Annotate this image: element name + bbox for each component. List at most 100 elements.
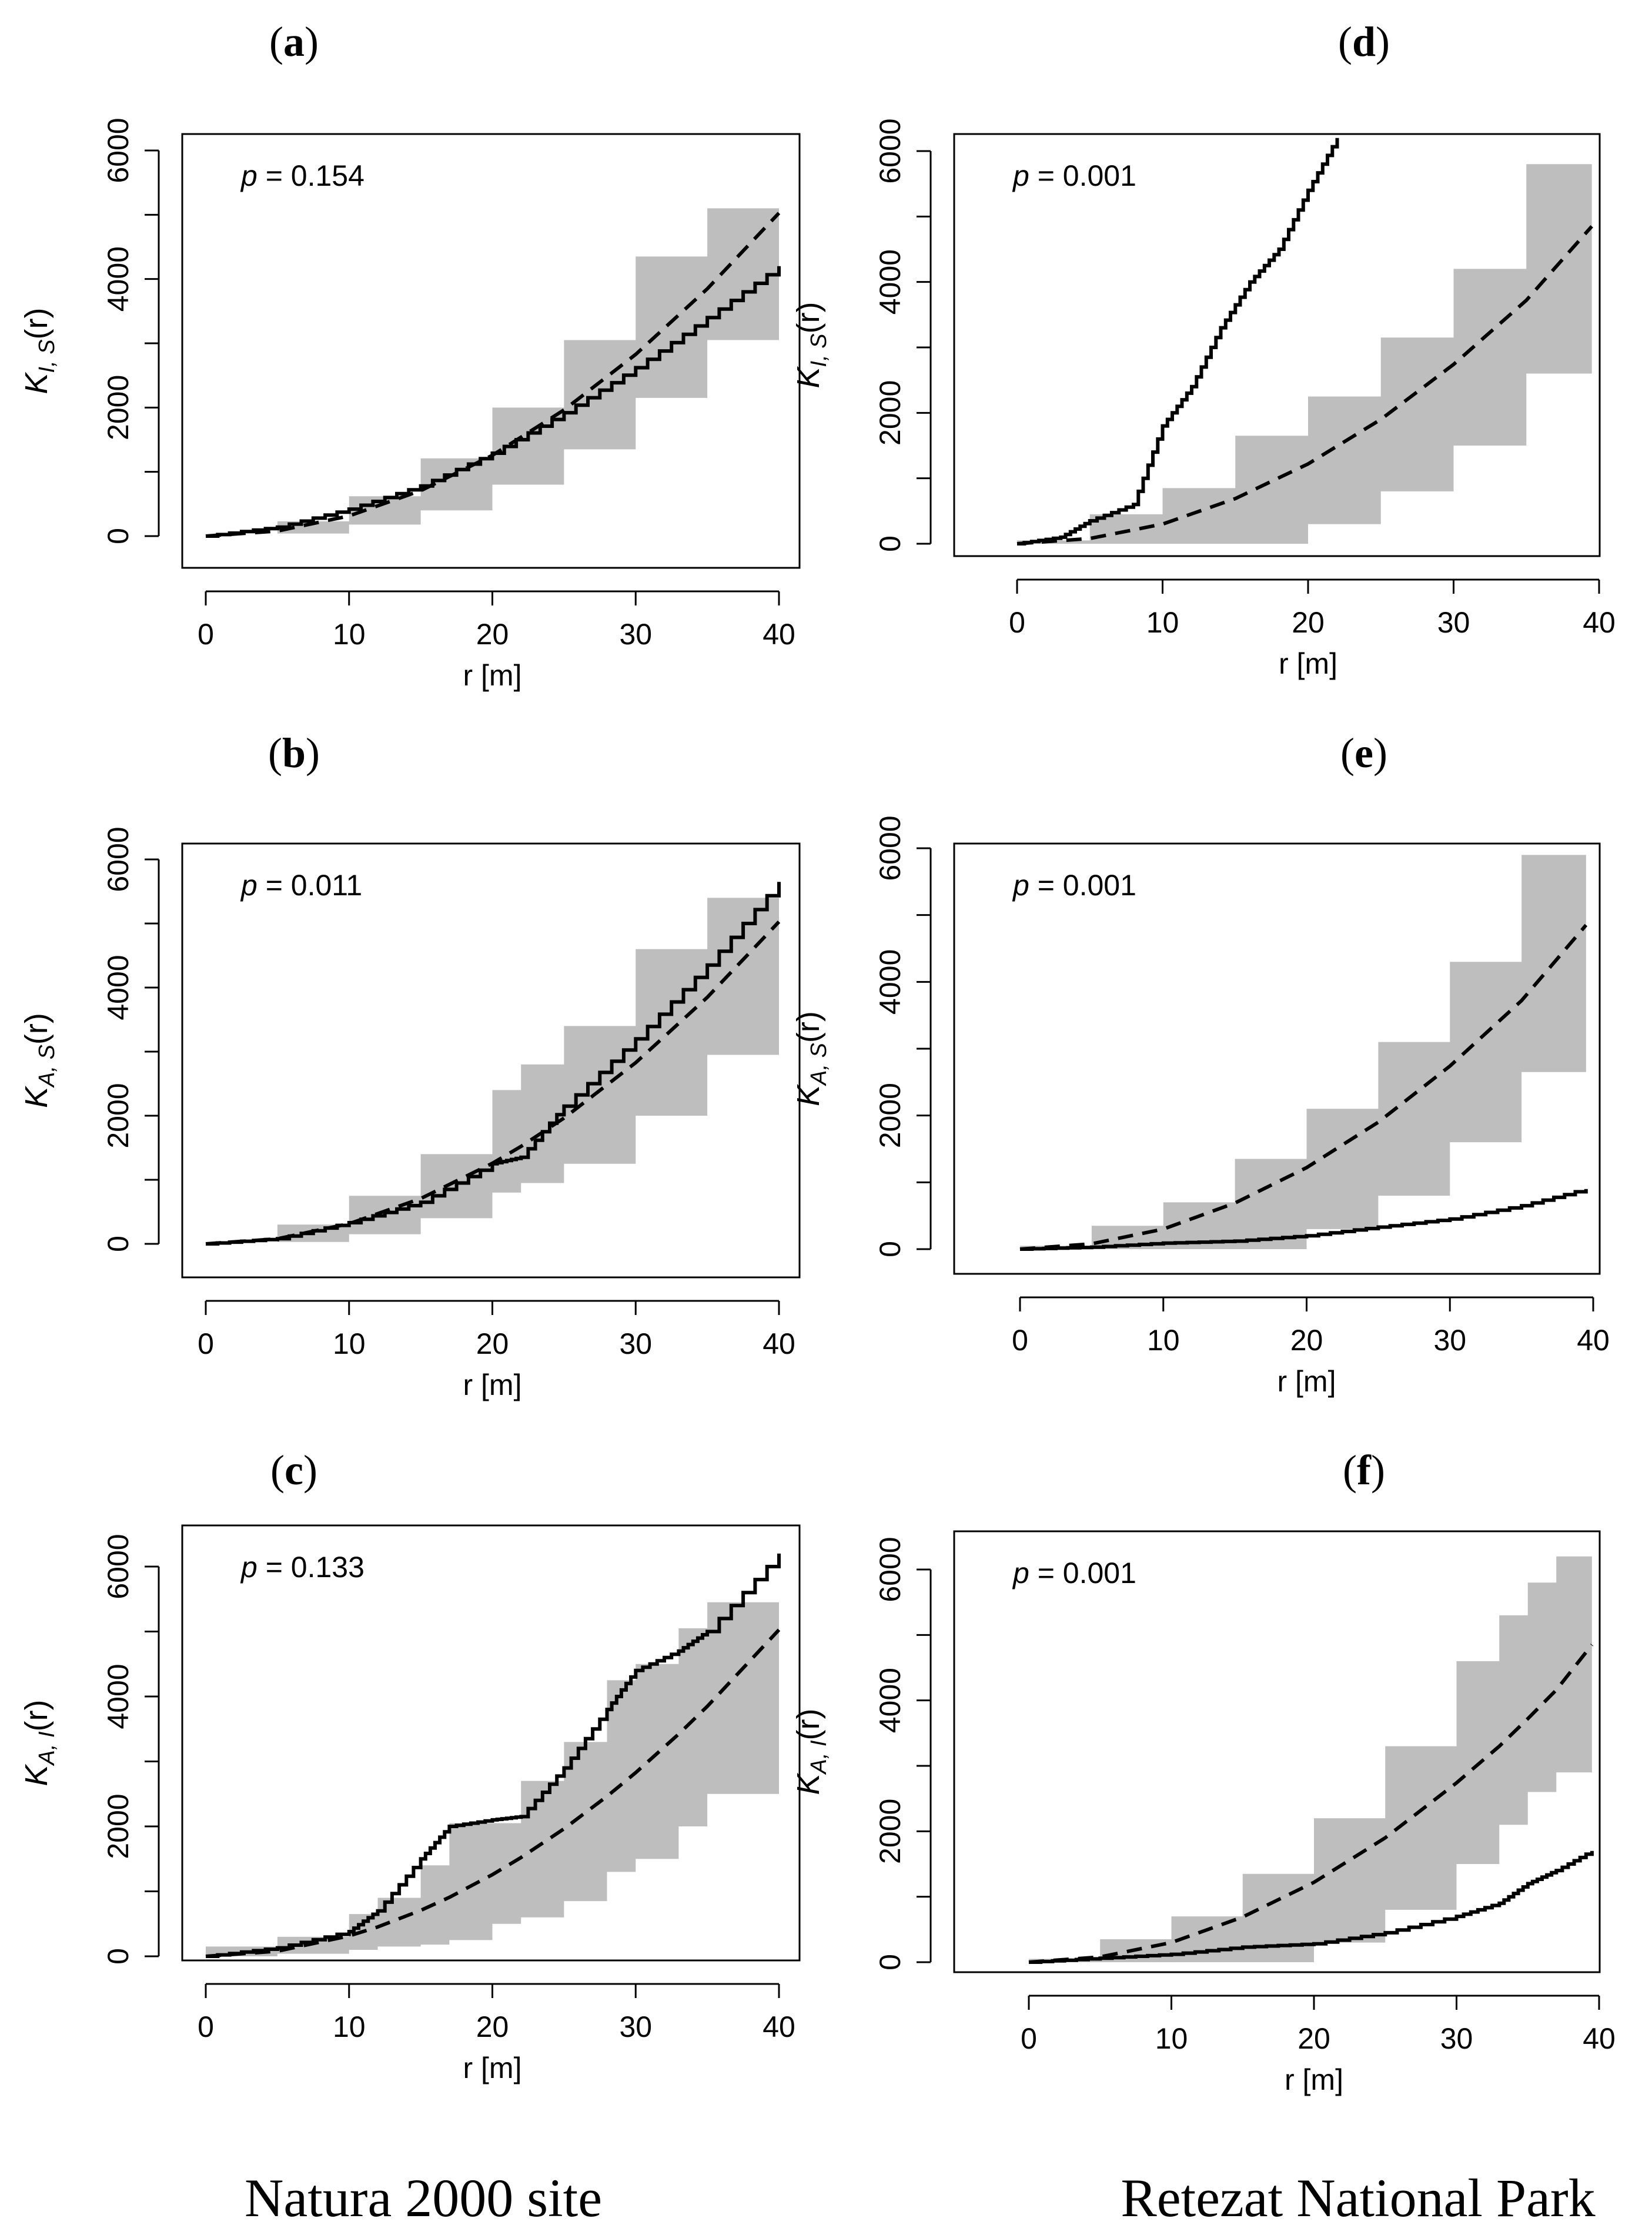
p-value-annotation: p = 0.001 bbox=[1012, 1557, 1136, 1589]
panel-label-open: ( bbox=[1338, 18, 1352, 65]
panel-label-open: ( bbox=[268, 730, 282, 777]
y-tick-label: 4000 bbox=[874, 1668, 907, 1733]
x-tick-label: 0 bbox=[198, 618, 214, 651]
x-tick-label: 10 bbox=[1147, 1324, 1180, 1357]
panel-f: 0 10 20 30 40 r [m] 0 2000 4000 6000 KA, I(r) p = 0… bbox=[791, 1447, 1616, 2096]
p-value-text: = 0.011 bbox=[258, 869, 362, 902]
site-label-natura: Natura 2000 site bbox=[245, 2168, 602, 2228]
observed-line bbox=[206, 266, 781, 538]
y-label-subscript: I, S bbox=[35, 339, 59, 373]
y-tick-label: 6000 bbox=[102, 118, 135, 183]
y-tick-label: 6000 bbox=[874, 815, 907, 881]
panel-label-open: ( bbox=[1343, 1447, 1357, 1494]
plot-frame bbox=[953, 1530, 1601, 1973]
p-value-annotation: p = 0.001 bbox=[1012, 869, 1136, 902]
y-tick-label: 2000 bbox=[102, 1793, 135, 1859]
y-axis-label: KA, I(r) bbox=[19, 1699, 59, 1786]
x-tick-label: 10 bbox=[1146, 606, 1179, 639]
x-axis-label: r [m] bbox=[463, 2052, 522, 2084]
site-label-retezat: Retezat National Park bbox=[1121, 2168, 1595, 2228]
x-tick-label: 40 bbox=[763, 2010, 795, 2043]
y-label-base: K bbox=[19, 1086, 54, 1108]
y-label-base: K bbox=[791, 366, 826, 389]
p-value-text: = 0.154 bbox=[258, 159, 364, 192]
x-axis-label: r [m] bbox=[1279, 647, 1337, 680]
p-symbol: p bbox=[1012, 1557, 1029, 1589]
y-tick-label: 2000 bbox=[874, 380, 907, 446]
plot-frame bbox=[953, 842, 1601, 1275]
plot-frame bbox=[953, 133, 1601, 557]
p-value-annotation: p = 0.133 bbox=[240, 1551, 364, 1584]
theoretical-line bbox=[1028, 1644, 1594, 1964]
panel-label-close: ) bbox=[1371, 1447, 1385, 1494]
panel-b: 0 10 20 30 40 r [m] 0 2000 4000 6000 KA, S(r) p = 0… bbox=[19, 730, 801, 1401]
x-tick-label: 40 bbox=[1583, 606, 1616, 639]
y-label-argument: (r) bbox=[791, 1011, 826, 1043]
x-axis-label: r [m] bbox=[1285, 2063, 1343, 2096]
plot-area bbox=[1028, 1556, 1594, 1964]
y-label-subscript: A, S bbox=[35, 1045, 59, 1088]
x-tick-label: 20 bbox=[476, 618, 509, 651]
y-axis-label: KA, S(r) bbox=[791, 1011, 831, 1106]
x-tick-label: 40 bbox=[1583, 2022, 1616, 2055]
x-tick-label: 20 bbox=[476, 1327, 509, 1360]
panel-label-close: ) bbox=[303, 1447, 317, 1494]
y-label-argument: (r) bbox=[19, 1699, 54, 1731]
x-axis-label: r [m] bbox=[1278, 1365, 1336, 1398]
x-tick-label: 20 bbox=[476, 2010, 509, 2043]
x-tick-label: 0 bbox=[198, 1327, 214, 1360]
y-label-base: K bbox=[791, 1773, 826, 1795]
y-tick-label: 6000 bbox=[874, 1537, 907, 1602]
p-value-annotation: p = 0.001 bbox=[1012, 159, 1136, 192]
p-symbol: p bbox=[240, 159, 258, 192]
x-tick-label: 0 bbox=[1009, 606, 1025, 639]
observed-line bbox=[206, 882, 781, 1246]
p-symbol: p bbox=[240, 1551, 258, 1584]
p-value-annotation: p = 0.154 bbox=[240, 159, 364, 192]
envelope-band bbox=[1017, 138, 1592, 544]
envelope-band bbox=[1029, 1556, 1592, 1962]
panel-label-open: ( bbox=[1340, 730, 1355, 777]
panel-label-letter: d bbox=[1352, 18, 1376, 65]
y-label-base: K bbox=[19, 372, 54, 394]
y-label-base: K bbox=[19, 1764, 54, 1786]
y-tick-label: 6000 bbox=[102, 826, 135, 892]
theoretical-line bbox=[1019, 923, 1588, 1251]
y-tick-label: 4000 bbox=[874, 249, 907, 314]
y-tick-label: 4000 bbox=[102, 246, 135, 312]
x-tick-label: 20 bbox=[1292, 606, 1325, 639]
y-tick-label: 2000 bbox=[102, 1083, 135, 1148]
p-value-text: = 0.001 bbox=[1029, 869, 1136, 902]
x-tick-label: 0 bbox=[198, 2010, 214, 2043]
y-axis-label: KA, I(r) bbox=[791, 1708, 831, 1795]
x-axis-label: r [m] bbox=[463, 1368, 522, 1401]
y-tick-label: 0 bbox=[102, 1948, 135, 1965]
observed-line bbox=[1020, 1189, 1588, 1251]
x-tick-label: 30 bbox=[1437, 606, 1470, 639]
y-tick-label: 4000 bbox=[102, 1664, 135, 1729]
y-tick-label: 4000 bbox=[102, 955, 135, 1020]
y-axis-label: KI, S(r) bbox=[19, 307, 59, 394]
observed-line bbox=[1017, 138, 1339, 546]
y-tick-label: 6000 bbox=[102, 1534, 135, 1599]
x-tick-label: 40 bbox=[763, 1327, 795, 1360]
p-value-text: = 0.001 bbox=[1029, 159, 1136, 192]
panel-label: (a) bbox=[269, 18, 319, 65]
y-label-argument: (r) bbox=[791, 302, 826, 333]
x-tick-label: 10 bbox=[333, 1327, 366, 1360]
envelope-band bbox=[206, 140, 779, 537]
y-tick-label: 6000 bbox=[874, 118, 907, 183]
y-tick-label: 2000 bbox=[102, 375, 135, 440]
x-tick-label: 30 bbox=[619, 618, 652, 651]
x-tick-label: 20 bbox=[1290, 1324, 1323, 1357]
y-label-argument: (r) bbox=[19, 307, 54, 339]
theoretical-line bbox=[1016, 225, 1593, 546]
x-tick-label: 10 bbox=[333, 2010, 366, 2043]
y-label-argument: (r) bbox=[19, 1013, 54, 1045]
x-axis-label: r [m] bbox=[463, 659, 522, 692]
panel-label-close: ) bbox=[306, 730, 320, 777]
panel-label: (f) bbox=[1343, 1447, 1385, 1494]
envelope-band bbox=[206, 846, 779, 1244]
panel-label-close: ) bbox=[305, 18, 319, 65]
